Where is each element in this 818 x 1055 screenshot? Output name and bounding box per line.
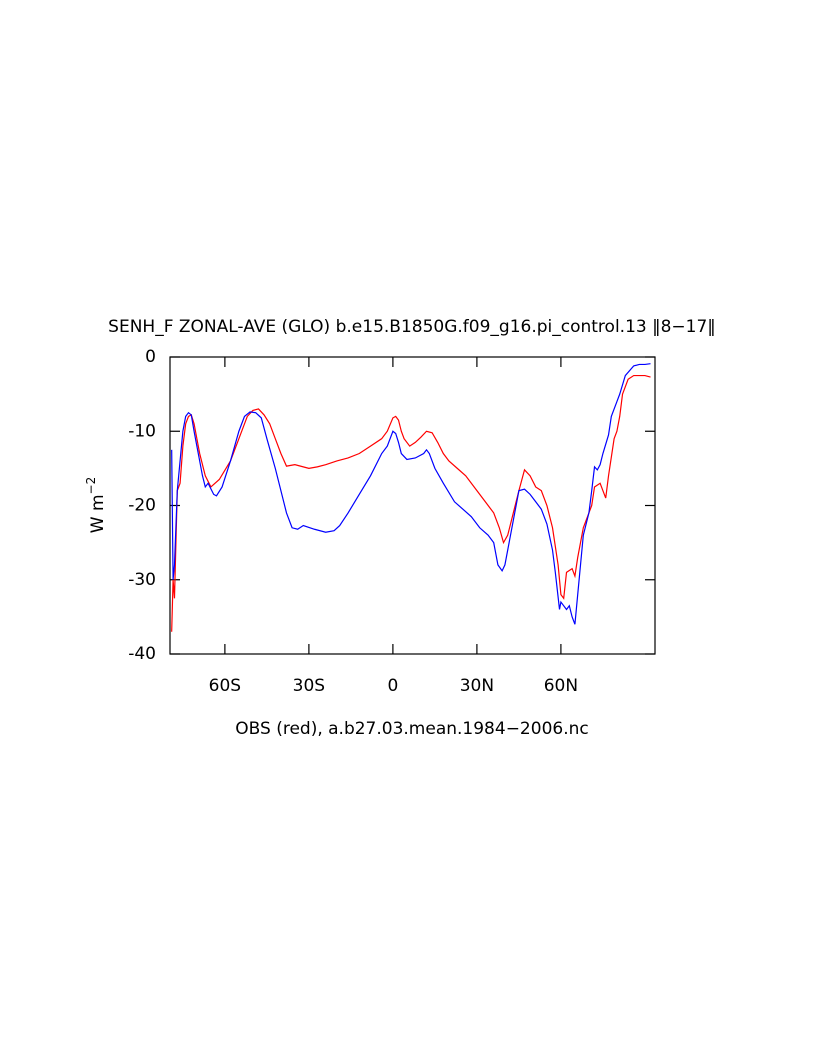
plot-frame <box>169 356 656 655</box>
y-tick-label: 0 <box>145 347 156 367</box>
data-line <box>171 363 651 625</box>
x-axis-label: OBS (red), a.b27.03.mean.1984−2006.nc <box>235 719 588 739</box>
data-line <box>171 374 651 632</box>
y-tick-label: -20 <box>128 496 156 516</box>
x-tick-label: 30S <box>293 676 325 696</box>
y-tick-label: -40 <box>128 644 156 664</box>
x-tick-label: 60S <box>209 676 241 696</box>
y-axis-label: W m−2 <box>84 477 109 533</box>
x-tick-label: 30N <box>460 676 494 696</box>
chart-title: SENH_F ZONAL-AVE (GLO) b.e15.B1850G.f09_… <box>108 317 716 337</box>
x-tick-label: 60N <box>544 676 578 696</box>
y-axis-label-main: W m <box>88 494 108 533</box>
x-tick-label: 0 <box>387 676 398 696</box>
y-axis-label-sup: −2 <box>84 477 98 495</box>
y-tick-label: -10 <box>128 421 156 441</box>
y-tick-label: -30 <box>128 570 156 590</box>
